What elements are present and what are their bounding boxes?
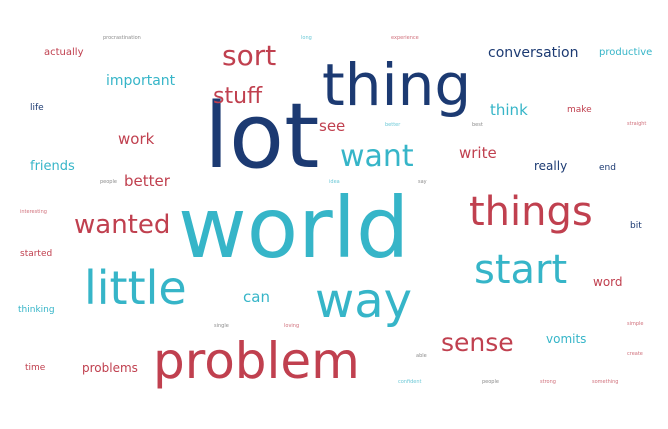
- word-productive: productive: [599, 47, 653, 58]
- word-actually: actually: [44, 47, 84, 58]
- word-can: can: [243, 288, 270, 306]
- word-people-small: people: [100, 179, 117, 185]
- word-want: want: [340, 139, 414, 174]
- word-straight: straight: [627, 121, 647, 127]
- word-long: long: [301, 35, 312, 41]
- word-thing: thing: [322, 51, 472, 119]
- word-end: end: [599, 163, 616, 173]
- word-write: write: [459, 144, 497, 162]
- word-problems: problems: [82, 361, 138, 375]
- word-things: things: [469, 189, 593, 235]
- word-important: important: [106, 73, 176, 89]
- word-stuff: stuff: [213, 84, 263, 109]
- word-life: life: [30, 103, 44, 113]
- word-thinking: thinking: [18, 305, 55, 315]
- word-confident: confident: [398, 379, 422, 385]
- word-see: see: [319, 117, 346, 135]
- word-bit: bit: [630, 221, 642, 231]
- word-problem: problem: [153, 332, 360, 390]
- word-sense: sense: [441, 328, 514, 357]
- word-wanted: wanted: [74, 210, 171, 240]
- word-experience: experience: [391, 35, 419, 41]
- word-best: best: [472, 122, 483, 128]
- word-able: able: [416, 353, 427, 359]
- word-vomits: vomits: [546, 332, 587, 346]
- word-think: think: [490, 101, 528, 119]
- word-single: single: [214, 323, 229, 329]
- word-way: way: [315, 273, 413, 329]
- word-start: start: [474, 247, 568, 293]
- word-interesting: interesting: [20, 209, 47, 215]
- word-something: something: [592, 379, 619, 385]
- word-create: create: [627, 351, 643, 357]
- word-people: people: [482, 379, 499, 385]
- word-sort: sort: [222, 39, 277, 72]
- word-word: word: [593, 275, 623, 289]
- word-started: started: [20, 249, 53, 259]
- word-better: better: [124, 172, 170, 190]
- word-really: really: [534, 159, 568, 173]
- word-world: world: [178, 179, 410, 277]
- word-make: make: [567, 105, 592, 115]
- word-loving: loving: [284, 323, 300, 329]
- word-friends: friends: [30, 159, 75, 174]
- word-time: time: [25, 363, 46, 373]
- word-better-small: better: [385, 122, 401, 128]
- word-say: say: [418, 179, 427, 185]
- word-work: work: [118, 130, 155, 148]
- word-idea: idea: [329, 179, 340, 185]
- word-strong: strong: [540, 379, 556, 385]
- word-lot: lot: [204, 84, 320, 189]
- word-conversation: conversation: [488, 45, 579, 61]
- word-little: little: [84, 261, 187, 315]
- word-simple: simple: [627, 321, 644, 327]
- word-procrastination: procrastination: [103, 35, 141, 41]
